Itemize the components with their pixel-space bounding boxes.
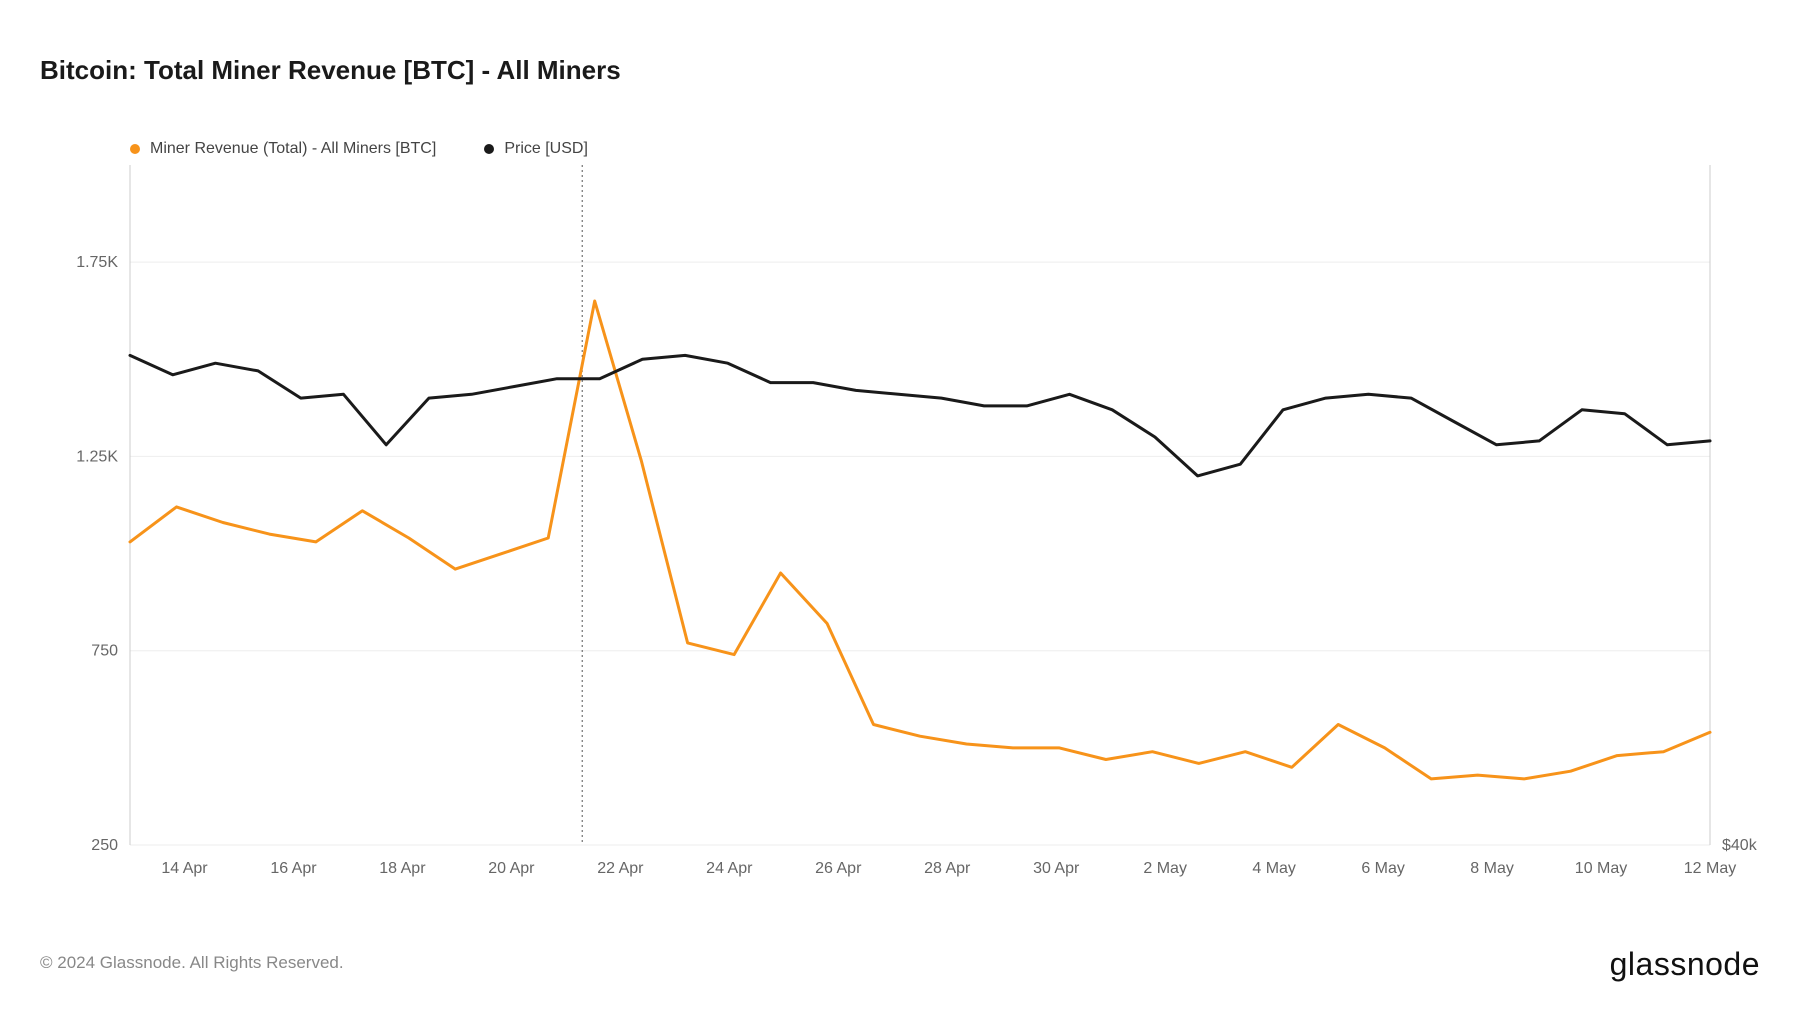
legend-dot-revenue [130, 144, 140, 154]
svg-text:30 Apr: 30 Apr [1033, 860, 1080, 877]
svg-text:12 May: 12 May [1684, 860, 1736, 877]
svg-text:1.25K: 1.25K [76, 448, 118, 465]
legend-item-price: Price [USD] [484, 140, 588, 158]
svg-text:1.75K: 1.75K [76, 254, 118, 271]
chart-area: 250 750 1.25K 1.75K $40k 14 Apr 16 Apr 18 Apr 20… [40, 165, 1760, 885]
legend-dot-price [484, 144, 494, 154]
svg-text:2 May: 2 May [1143, 860, 1187, 877]
brand-logo: glassnode [1610, 946, 1760, 983]
chart-title: Bitcoin: Total Miner Revenue [BTC] - All… [40, 55, 621, 86]
svg-text:16 Apr: 16 Apr [270, 860, 317, 877]
svg-text:14 Apr: 14 Apr [161, 860, 208, 877]
svg-text:18 Apr: 18 Apr [379, 860, 426, 877]
svg-text:28 Apr: 28 Apr [924, 860, 971, 877]
svg-text:$40k: $40k [1722, 837, 1758, 854]
svg-text:4 May: 4 May [1252, 860, 1296, 877]
chart-svg: 250 750 1.25K 1.75K $40k 14 Apr 16 Apr 18 Apr 20… [40, 165, 1760, 885]
svg-text:10 May: 10 May [1575, 860, 1627, 877]
svg-text:26 Apr: 26 Apr [815, 860, 862, 877]
copyright-text: © 2024 Glassnode. All Rights Reserved. [40, 953, 344, 973]
svg-text:20 Apr: 20 Apr [488, 860, 535, 877]
legend-label-price: Price [USD] [504, 140, 588, 158]
svg-text:24 Apr: 24 Apr [706, 860, 753, 877]
svg-text:6 May: 6 May [1361, 860, 1405, 877]
legend: Miner Revenue (Total) - All Miners [BTC]… [130, 140, 588, 158]
svg-text:250: 250 [91, 837, 118, 854]
svg-text:750: 750 [91, 643, 118, 660]
legend-label-revenue: Miner Revenue (Total) - All Miners [BTC] [150, 140, 436, 158]
legend-item-revenue: Miner Revenue (Total) - All Miners [BTC] [130, 140, 436, 158]
svg-text:8 May: 8 May [1470, 860, 1514, 877]
svg-text:22 Apr: 22 Apr [597, 860, 644, 877]
